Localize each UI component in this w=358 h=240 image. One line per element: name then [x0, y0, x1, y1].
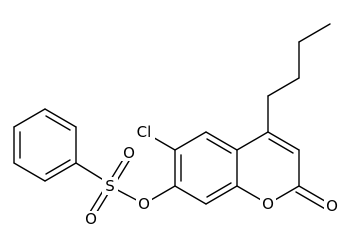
atom-label: Cl	[137, 123, 152, 141]
bonds	[13, 23, 331, 216]
molecule-diagram: Cl O S O O O O	[13, 23, 340, 228]
atom-label: O	[123, 144, 135, 162]
atom-label: O	[326, 197, 338, 215]
atom-label: O	[138, 195, 150, 213]
atom-label: O	[262, 195, 274, 213]
atom-labels: Cl O S O O O O	[83, 123, 340, 228]
atom-label: O	[85, 210, 97, 228]
atom-label: S	[105, 177, 115, 195]
